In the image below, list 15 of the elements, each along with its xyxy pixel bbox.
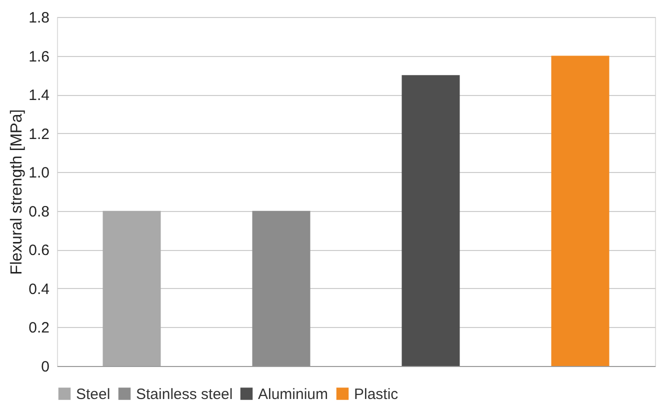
y-tick-label: 1.2 (28, 126, 50, 143)
y-axis-title: Flexural strength [MPa] (8, 109, 26, 275)
y-tick-label: 0.8 (28, 203, 50, 220)
y-tick-label: 1.6 (28, 48, 50, 66)
legend-label: Plastic (354, 386, 399, 403)
legend-label: Steel (76, 386, 110, 403)
y-tick-label: 1.4 (28, 87, 50, 104)
y-tick-label: 0.6 (28, 242, 50, 260)
y-tick-label: 0.4 (28, 280, 50, 298)
legend-label: Stainless steel (136, 386, 233, 403)
y-tick-label: 0.2 (28, 320, 50, 337)
y-tick-label: 1.8 (28, 10, 50, 26)
legend-label: Aluminium (258, 386, 328, 403)
y-tick-label: 1.0 (28, 164, 50, 182)
y-tick-label: 0 (41, 358, 50, 376)
